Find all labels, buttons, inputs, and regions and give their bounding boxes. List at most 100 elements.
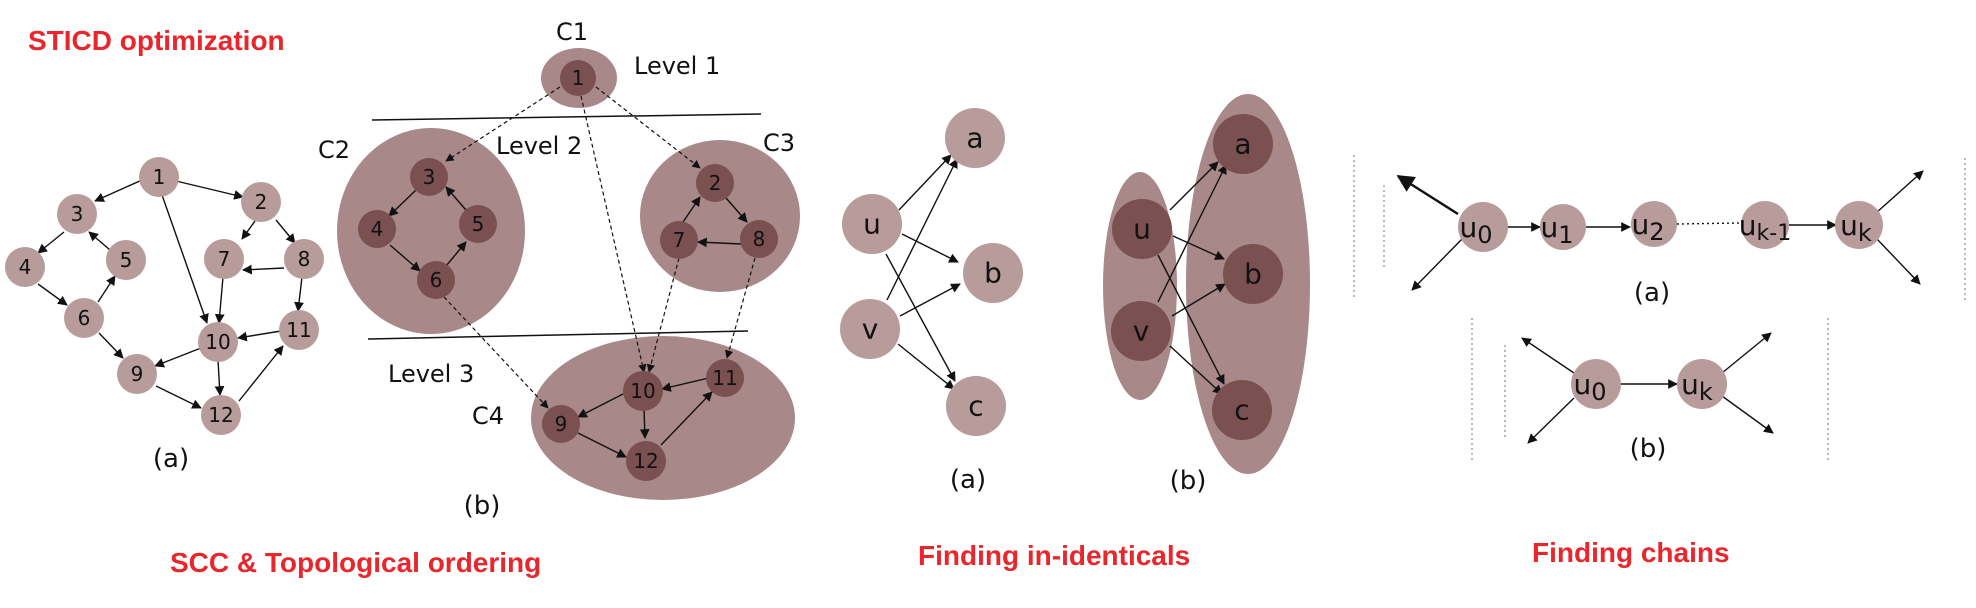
p2-node-7 [660,221,698,259]
p3b-label-b: b [1244,258,1262,291]
p2-node-2 [696,164,734,202]
label-level-2: Level 2 [496,132,582,160]
p3b-label-a: a [1234,128,1251,161]
p3b-node-a [1213,114,1273,174]
label-level-3: Level 3 [388,360,474,388]
chain-a-label-u1: u1 [1540,211,1573,250]
p1-node-5 [106,240,146,280]
p1-node-12 [201,395,241,435]
p1-caption: (a) [153,444,189,474]
chain-b-label-u0: u0 [1573,368,1606,407]
chain-a-node-u1 [1540,204,1586,250]
cluster-c3 [640,140,800,292]
title-sticd: STICD optimization [28,25,285,56]
p1-node-2 [241,182,281,222]
label-c3: C3 [763,129,795,157]
p2-label-10: 10 [630,379,655,403]
p1-label-11: 11 [286,318,311,342]
chain-a-node-u2 [1631,201,1677,247]
p3b-label-c: c [1234,394,1249,427]
p1-label-2: 2 [255,190,268,214]
p2-node-4 [358,210,396,248]
p3b-caption: (b) [1170,466,1207,496]
p3b-label-u: u [1133,213,1151,246]
p1-node-4 [5,247,45,287]
chain-a-label-uk: uk [1840,209,1872,248]
p1-node-6 [64,298,104,338]
p2-label-9: 9 [555,412,568,436]
p3b-node-c [1212,380,1272,440]
panel-scc-b: C1 C2 C3 C4 Level 1 Level 2 Level 3 [318,18,800,521]
p3a-label-v: v [862,313,879,346]
p2-node-12 [626,441,666,481]
p2-label-11: 11 [712,366,737,390]
p1-label-4: 4 [19,255,32,279]
p2-node-1 [560,60,596,96]
p3a-label-a: a [966,122,983,155]
p2-node-3 [410,158,448,196]
chain-a-caption: (a) [1634,278,1670,308]
p3b-node-u [1112,199,1172,259]
p2-label-7: 7 [673,228,686,252]
panel-chains: u0 u1 u2 uk-1 uk (a) u0 uk (b) [1353,155,1966,464]
p3a-label-u: u [863,208,881,241]
title-chains: Finding chains [1532,537,1730,568]
chain-a-label-uk-1: uk-1 [1739,209,1791,246]
p3b-label-v: v [1133,315,1150,348]
p3b-node-v [1111,301,1171,361]
p1-node-10 [198,322,238,362]
p1-label-7: 7 [218,247,231,271]
p3a-node-a [945,108,1005,168]
p1-label-6: 6 [78,306,91,330]
p1-node-1 [139,157,179,197]
p3b-node-b [1223,244,1283,304]
p3a-node-v [840,299,900,359]
p1-label-1: 1 [153,165,166,189]
p1-label-8: 8 [298,247,311,271]
p1-label-9: 9 [131,362,144,386]
p1-label-5: 5 [120,248,133,272]
p2-node-8 [740,220,778,258]
p2-node-6 [417,261,455,299]
p2-node-9 [542,405,580,443]
p2-label-4: 4 [371,217,384,241]
p1-label-12: 12 [208,403,233,427]
p2-label-12: 12 [633,449,658,473]
p1-label-10: 10 [205,330,230,354]
cluster-c2 [337,128,525,334]
label-c1: C1 [556,18,588,46]
p1-node-8 [284,239,324,279]
p3a-label-c: c [968,390,983,423]
chain-b-label-uk: uk [1681,368,1713,407]
p2-label-8: 8 [753,227,766,251]
p1-node-7 [204,239,244,279]
chain-a-label-u2: u2 [1631,208,1664,247]
p2-caption: (b) [464,491,501,521]
separator-level-2 [367,330,749,340]
p1-label-3: 3 [71,202,84,226]
p1-node-11 [279,310,319,350]
p2-node-5 [459,205,497,243]
p2-node-11 [706,359,744,397]
chain-b-node-u0 [1571,359,1621,409]
label-c4: C4 [472,402,504,430]
chain-b-node-uk [1677,359,1727,409]
p2-label-2: 2 [709,171,722,195]
chain-a-node-uk-1 [1741,201,1789,249]
p3a-caption: (a) [950,465,986,495]
p3a-node-c [946,376,1006,436]
chain-a-node-u0 [1458,202,1508,252]
p1-node-3 [57,194,97,234]
chain-b-caption: (b) [1630,434,1667,464]
title-identicals: Finding in-identicals [918,540,1190,571]
p2-label-1: 1 [572,66,585,90]
title-scc: SCC & Topological ordering [170,547,541,578]
p2-label-6: 6 [430,268,443,292]
p3a-node-b [963,243,1023,303]
separator-level-1 [371,113,762,121]
p2-label-5: 5 [472,212,485,236]
p1-node-9 [117,354,157,394]
label-c2: C2 [318,136,350,164]
panel-identicals: u v a b c (a) u v a b c (b) [840,94,1310,496]
